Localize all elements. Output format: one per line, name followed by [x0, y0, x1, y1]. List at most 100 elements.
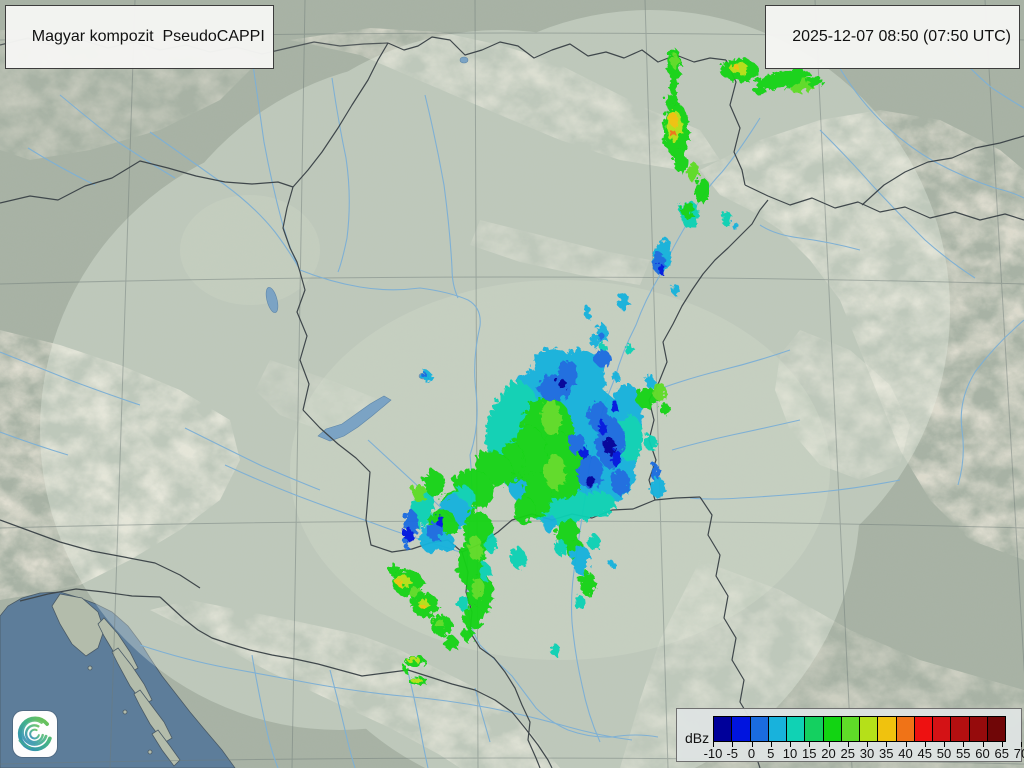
radar-echo-blob [607, 559, 613, 565]
radar-echo-blob [656, 262, 662, 272]
radar-echo-blob [567, 431, 583, 453]
radar-echo-blob [556, 377, 564, 387]
radar-echo-blob [578, 570, 594, 594]
radar-echo-blob [609, 448, 619, 464]
radar-echo-blob [587, 331, 597, 345]
colorbar-unit-label: dBz [685, 730, 710, 746]
colorbar-tick [1001, 742, 1003, 747]
colorbar-tick-label: 35 [879, 746, 894, 761]
colorbar-cell [968, 716, 988, 742]
colorbar-tick [1021, 742, 1022, 747]
colorbar: dBz -10-5 05 10 15 20 25 30 35 40 45 50 55 60 65 70 [676, 708, 1024, 762]
radar-echo-blob [692, 177, 708, 201]
colorbar-cell [859, 716, 879, 742]
colorbar-tick-label: -10 [703, 746, 723, 761]
radar-echo-blob [410, 482, 424, 500]
met-logo [13, 711, 57, 757]
radar-echo-blob [616, 292, 628, 308]
met-spiral-icon [17, 716, 52, 752]
echo-layer [387, 46, 821, 682]
product-title: Magyar kompozit PseudoCAPPI [31, 28, 265, 45]
colorbar-tick-label: 50 [936, 746, 952, 761]
radar-echo-blob [581, 304, 589, 316]
radar-echo-blob [405, 655, 419, 661]
radar-echo-blob [401, 537, 407, 547]
radar-echo-blob [570, 543, 588, 573]
radar-echo-blob [585, 474, 593, 486]
colorbar-tick [770, 742, 772, 747]
radar-echo-blob [667, 110, 675, 124]
radar-echo-blob [407, 675, 419, 679]
radar-echo-blob [805, 75, 821, 85]
colorbar-tick [886, 742, 888, 747]
radar-echo-blob [616, 412, 640, 460]
colorbar-cell [822, 716, 842, 742]
colorbar-tick [944, 742, 945, 747]
radar-echo-blob [592, 347, 608, 365]
radar-echo-blob [511, 494, 533, 522]
colorbar-tick [809, 742, 811, 747]
radar-echo-blob [730, 220, 736, 228]
colorbar-cell [950, 716, 970, 742]
radar-echo-blob [548, 642, 558, 654]
colorbar-tick-label: 10 [782, 746, 798, 761]
colorbar-cell [986, 716, 1006, 742]
timestamp-panel: 2025-12-07 08:50 (07:50 UTC) [765, 5, 1020, 69]
radar-echo-blob [477, 561, 489, 579]
colorbar-tick-label: 45 [917, 746, 932, 761]
colorbar-tick [828, 742, 830, 747]
colorbar-tick-label: 20 [821, 746, 836, 761]
colorbar-cell [786, 716, 806, 742]
radar-echo-blob [434, 513, 442, 525]
radar-echo-blob [669, 281, 677, 293]
radar-echo-blob [579, 446, 587, 458]
radar-echo-blob [647, 475, 663, 495]
radar-echo-blob [586, 532, 598, 548]
colorbar-cell [840, 716, 860, 742]
radar-echo-blob [466, 534, 480, 558]
colorbar-tick-label: 25 [840, 746, 855, 761]
radar-echo-blob [539, 397, 559, 433]
radar-echo-blob [580, 370, 604, 398]
colorbar-tick-label: 0 [747, 746, 756, 761]
radar-echo-blob [461, 603, 481, 629]
colorbar-cell [731, 716, 751, 742]
colorbar-cell [749, 716, 769, 742]
radar-echo-blob [667, 127, 673, 135]
colorbar-tick [847, 742, 849, 747]
radar-echo-blob [643, 372, 653, 386]
lake-neusiedl [265, 287, 279, 313]
colorbar-tick [982, 742, 984, 747]
radar-echo-blob [401, 665, 407, 671]
radar-echo-blob [642, 432, 654, 448]
radar-echo-blob [442, 634, 456, 648]
istria-peninsula [51, 593, 105, 657]
colorbar-tick-label: 70 [1013, 746, 1024, 761]
colorbar-tick [963, 742, 965, 747]
colorbar-tick [924, 742, 926, 747]
radar-echo-blob [401, 525, 411, 541]
colorbar-tick [751, 742, 753, 747]
radar-echo-blob [719, 208, 729, 224]
radar-echo-blob [540, 512, 554, 530]
colorbar-tick [905, 742, 907, 747]
radar-echo-blob [460, 626, 472, 640]
radar-echo-blob [456, 593, 466, 609]
radar-echo-blob [572, 592, 582, 608]
colorbar-cell [877, 716, 897, 742]
radar-echo-blob [609, 467, 627, 493]
product-title-panel: Magyar kompozit PseudoCAPPI [5, 5, 274, 69]
radar-echo-blob [669, 51, 677, 67]
radar-echo-blob [623, 341, 631, 353]
colorbar-cell [713, 716, 733, 742]
radar-echo-blob [680, 199, 692, 217]
radar-echo-blob [650, 380, 664, 398]
colorbar-tick-label: 40 [898, 746, 913, 761]
colorbar-tick-label: 15 [802, 746, 817, 761]
radar-echo-blob [657, 400, 667, 412]
colorbar-tick [867, 742, 868, 747]
radar-echo-blob [609, 369, 617, 379]
radar-echo-blob [601, 435, 613, 453]
colorbar-tick-label: 60 [975, 746, 990, 761]
